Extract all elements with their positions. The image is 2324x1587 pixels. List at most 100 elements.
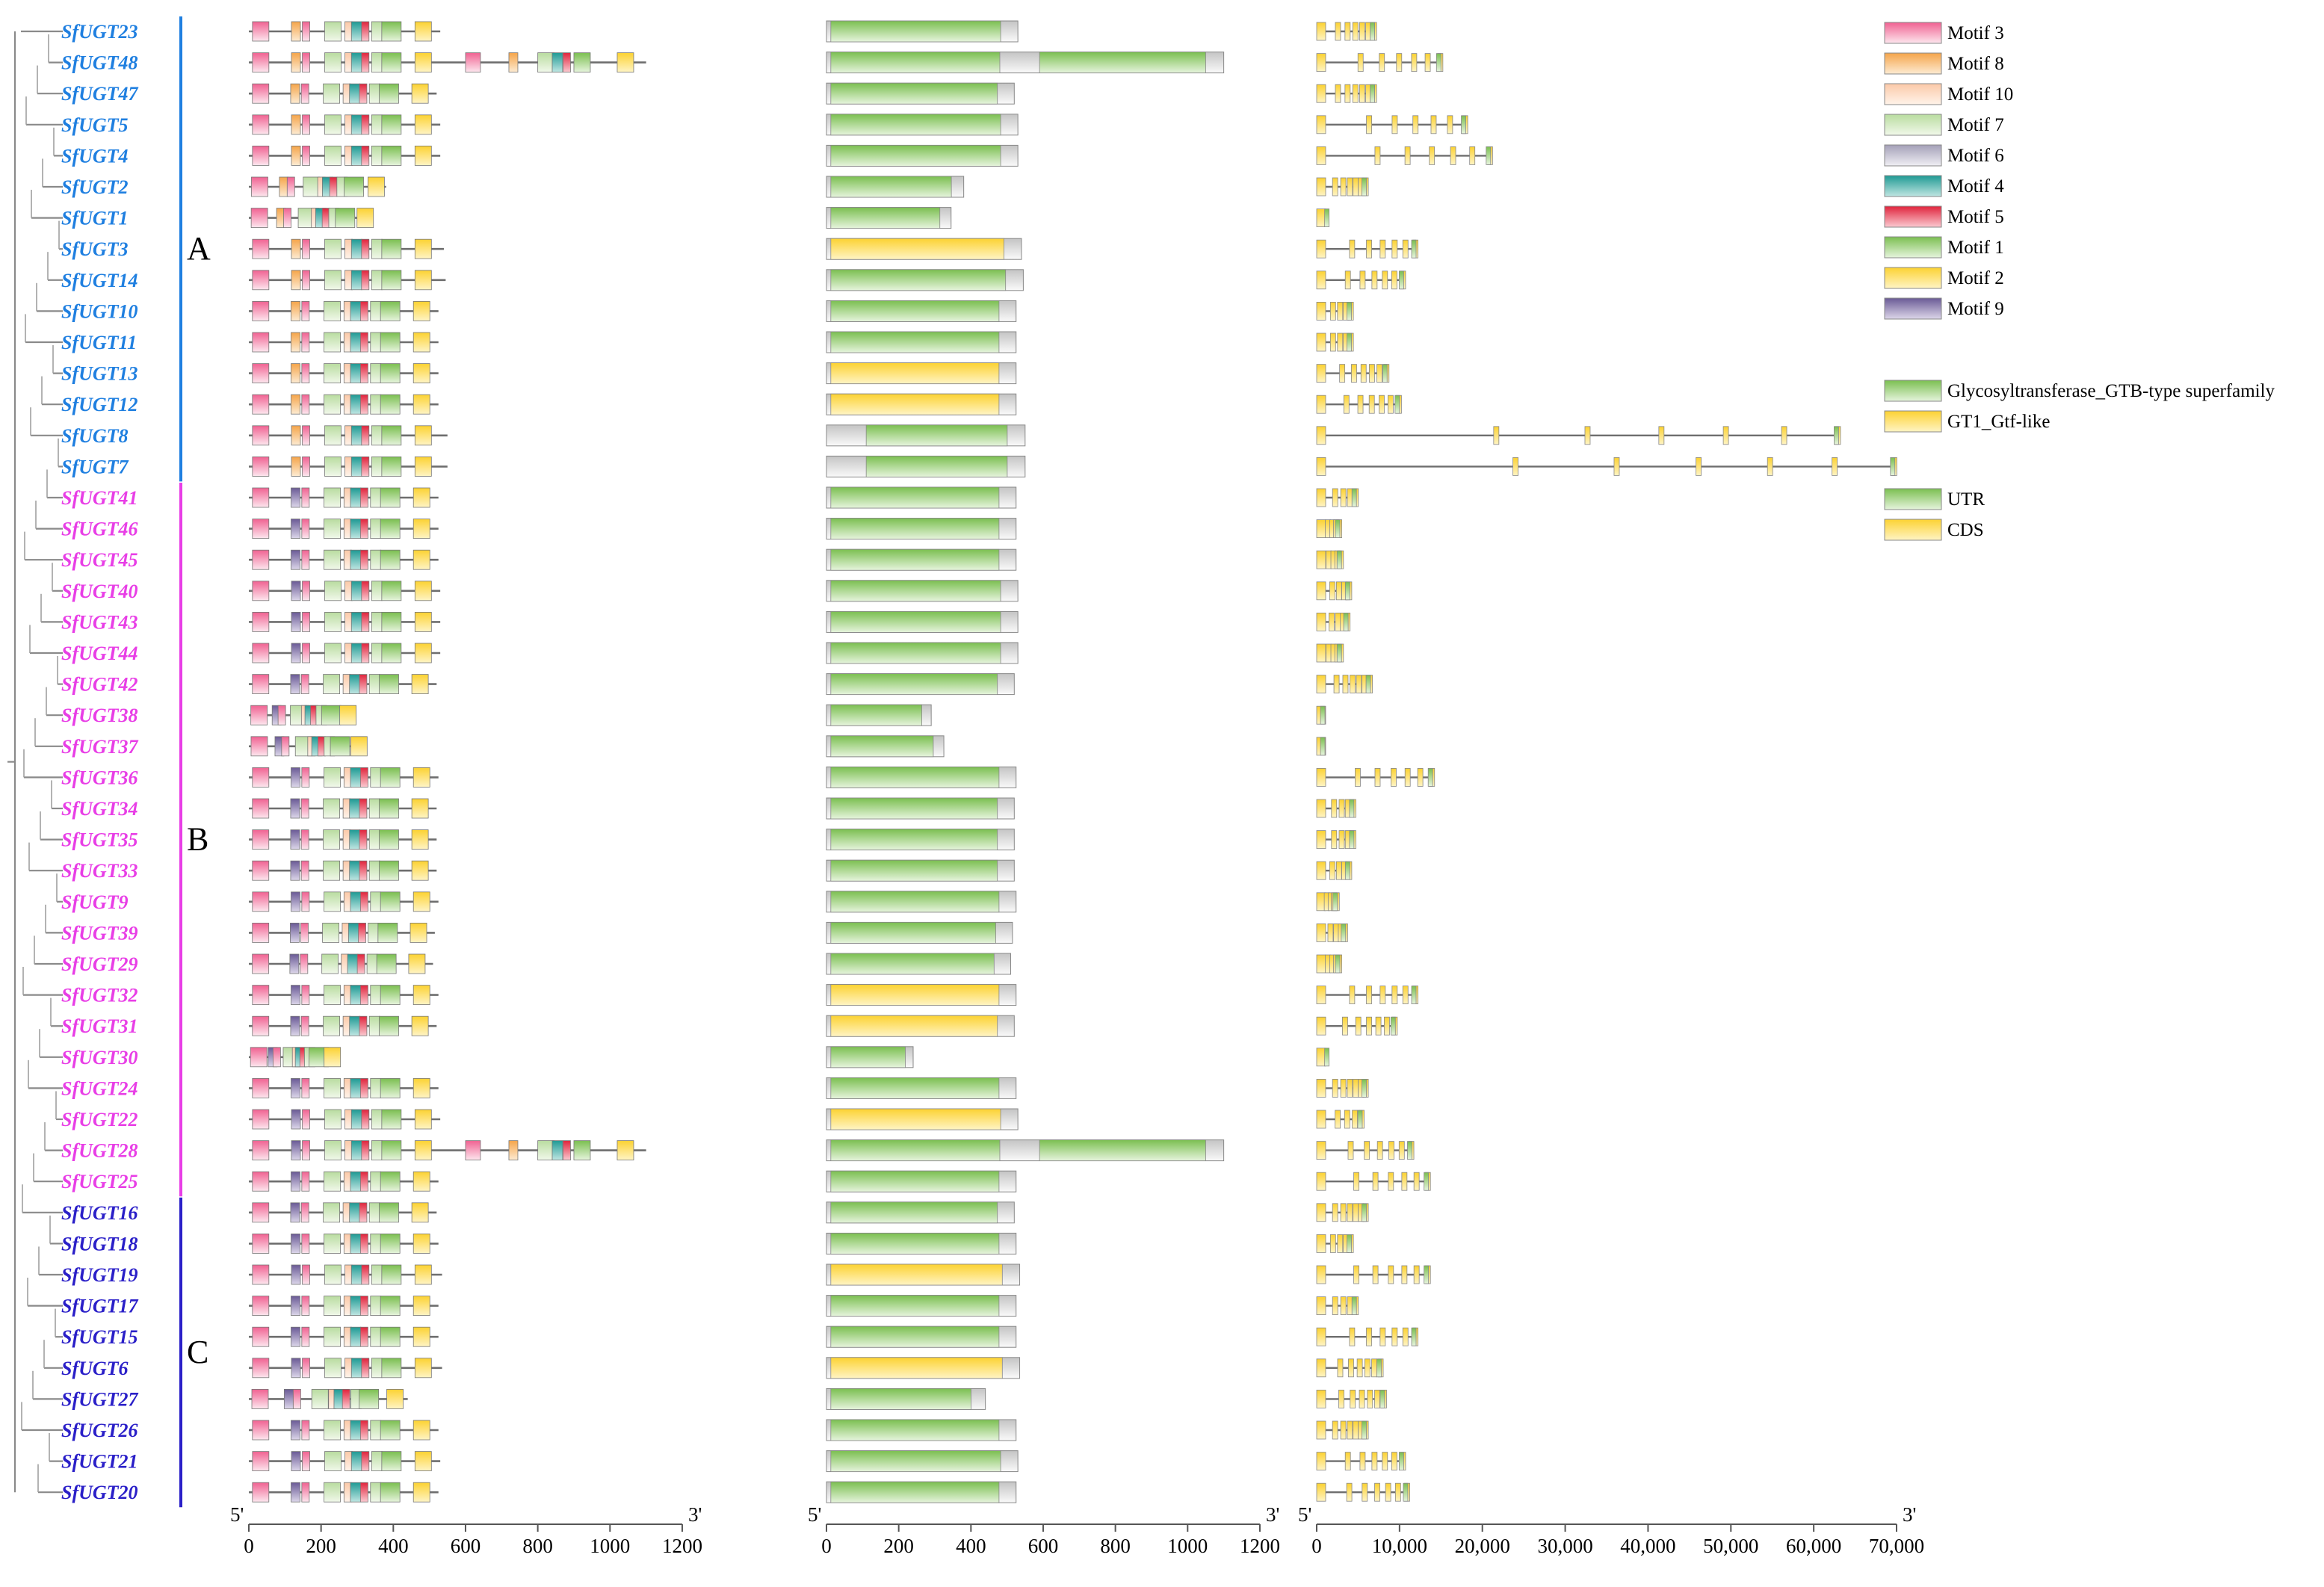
motif-row-SfUGT27 <box>249 1389 408 1409</box>
motif-box <box>350 549 362 570</box>
motif-box <box>321 953 339 974</box>
cds-box <box>1493 426 1500 445</box>
cds-box <box>1332 1296 1338 1315</box>
motif-box <box>361 52 370 72</box>
motif-box <box>350 581 362 601</box>
motif-row-SfUGT15 <box>249 1326 439 1347</box>
utr-box <box>1382 364 1388 383</box>
motif-box <box>359 1326 368 1347</box>
domain-row-SfUGT14 <box>826 269 1024 291</box>
motif-box <box>381 21 402 42</box>
cds-box <box>1316 1110 1326 1129</box>
motif-box <box>380 1482 401 1503</box>
axis-tick-label: 600 <box>451 1535 481 1557</box>
legend-swatch <box>1884 236 1942 259</box>
motif-box <box>350 300 362 321</box>
legend-label: CDS <box>1947 520 1984 540</box>
motif-box <box>371 21 383 42</box>
motif-box <box>302 145 310 166</box>
axis-tick-label: 800 <box>1100 1535 1131 1557</box>
motif-box <box>359 891 368 912</box>
motif-box <box>290 83 300 104</box>
cds-box <box>1351 364 1357 383</box>
phylogenetic-tree <box>7 30 63 1494</box>
cds-box <box>1356 675 1362 693</box>
motif-box <box>291 1078 300 1098</box>
gene-label-SfUGT41: SfUGT41 <box>61 487 138 509</box>
motif-box <box>291 394 300 415</box>
motif-box <box>379 1015 399 1036</box>
motif-row-SfUGT1 <box>249 208 374 229</box>
motif-box <box>359 1234 368 1254</box>
cds-box <box>1362 1482 1368 1502</box>
motif-box <box>414 1451 432 1471</box>
motif-box <box>408 953 426 974</box>
motif-box <box>291 1264 301 1285</box>
motif-box <box>349 1015 361 1036</box>
motif-box <box>412 891 430 912</box>
domain-row-SfUGT33 <box>826 859 1015 882</box>
gene-row-SfUGT25 <box>1316 1172 1431 1191</box>
motif-box <box>324 1264 342 1285</box>
domain-box <box>830 331 1000 353</box>
cds-box <box>1316 675 1326 693</box>
gene-row-SfUGT30 <box>1316 1048 1330 1067</box>
motif-box <box>252 612 270 632</box>
domain-row-SfUGT30 <box>826 1046 914 1068</box>
motif-box <box>291 519 300 539</box>
cds-box <box>1332 177 1338 197</box>
motif-box <box>321 705 342 726</box>
cds-box <box>1512 457 1518 476</box>
legend-swatch <box>1884 488 1942 510</box>
cds-box <box>1329 613 1335 631</box>
axis-tick-label: 800 <box>522 1535 553 1557</box>
motif-box <box>252 363 270 384</box>
gene-axis: 0 10,000 20,000 30,000 40,000 50,000 60,000 70,… <box>1298 1503 1924 1557</box>
motif-box <box>465 1140 481 1160</box>
legend-swatch <box>1884 22 1942 44</box>
gene-label-SfUGT32: SfUGT32 <box>61 985 138 1006</box>
motif-box <box>300 923 309 943</box>
utr-box <box>1411 239 1417 259</box>
cds-box <box>1353 1203 1359 1222</box>
motif-row-SfUGT6 <box>249 1358 442 1379</box>
motif-box <box>359 1420 368 1441</box>
gene-row-SfUGT40 <box>1316 581 1353 601</box>
motif-box <box>411 83 429 104</box>
cds-box <box>1316 1203 1326 1222</box>
motif-box <box>291 985 300 1005</box>
motif-box <box>290 1015 300 1036</box>
motif-box <box>414 21 432 42</box>
legend-label: Motif 2 <box>1947 268 2004 288</box>
motif-box <box>361 643 370 663</box>
motif-box <box>347 923 359 943</box>
cds-box <box>1359 1452 1366 1470</box>
motif-box <box>414 52 432 72</box>
motif-box <box>252 985 270 1005</box>
motif-box <box>616 52 634 72</box>
cds-box <box>1337 1234 1344 1253</box>
domain-box <box>830 1325 1000 1348</box>
cds-box <box>1316 861 1326 880</box>
cds-box <box>1339 364 1346 383</box>
legend-item-motif: Motif 8 <box>1884 52 2004 75</box>
motif-box <box>302 457 310 477</box>
gene-label-SfUGT12: SfUGT12 <box>61 394 138 415</box>
gene-label-SfUGT2: SfUGT2 <box>61 176 129 198</box>
three-prime-label: 3' <box>688 1503 702 1526</box>
motif-box <box>350 767 362 788</box>
legend-item-domain: GT1_Gtf-like <box>1884 410 2050 433</box>
motif-box <box>371 1264 383 1285</box>
motif-box <box>370 519 382 539</box>
motif-box <box>356 208 374 229</box>
motif-box <box>379 798 399 819</box>
gene-label-SfUGT30: SfUGT30 <box>61 1047 138 1068</box>
cds-box <box>1404 146 1411 165</box>
utr-box <box>1351 488 1357 507</box>
domain-row-SfUGT39 <box>826 921 1013 944</box>
gene-row-SfUGT15 <box>1316 1327 1418 1346</box>
cds-box <box>1316 613 1326 631</box>
motif-box <box>324 487 341 508</box>
legend-item-motif: Motif 4 <box>1884 175 2004 197</box>
motif-row-SfUGT20 <box>249 1482 439 1503</box>
